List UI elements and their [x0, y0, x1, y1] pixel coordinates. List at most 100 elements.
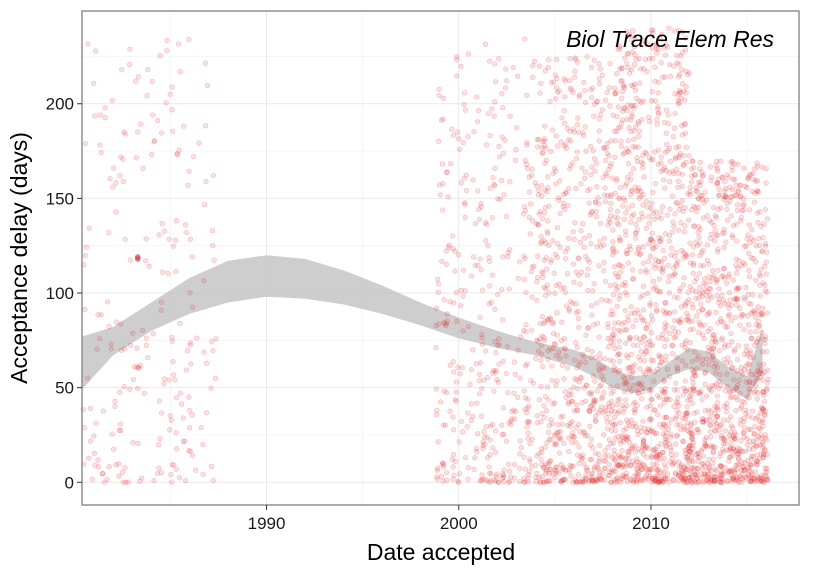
- data-point: [628, 375, 634, 381]
- data-point: [568, 473, 574, 479]
- data-point: [541, 136, 547, 142]
- data-point: [619, 321, 625, 327]
- data-point: [640, 389, 646, 395]
- data-point: [181, 123, 187, 129]
- data-point: [576, 379, 582, 385]
- data-point: [479, 385, 485, 392]
- data-point: [706, 311, 712, 317]
- data-point: [496, 56, 502, 62]
- data-point: [691, 165, 697, 171]
- data-point: [700, 247, 706, 254]
- data-point: [683, 450, 689, 457]
- data-point: [671, 403, 677, 410]
- data-point: [545, 463, 551, 469]
- data-point: [679, 476, 685, 482]
- data-point: [612, 138, 619, 144]
- data-point: [572, 477, 578, 483]
- data-point: [743, 343, 750, 349]
- data-point: [670, 219, 676, 225]
- data-point: [133, 78, 139, 84]
- data-point: [137, 362, 144, 369]
- data-point: [499, 287, 505, 293]
- data-point: [561, 143, 567, 149]
- data-point: [584, 467, 590, 474]
- data-point: [695, 179, 702, 186]
- data-point: [645, 258, 651, 265]
- data-point: [168, 417, 174, 423]
- data-point: [558, 337, 564, 344]
- data-point: [596, 442, 603, 449]
- data-point: [702, 381, 708, 388]
- data-point: [597, 475, 604, 481]
- data-point: [493, 367, 499, 374]
- data-point: [700, 419, 706, 426]
- data-point: [737, 182, 743, 189]
- data-point: [615, 284, 621, 290]
- data-point: [721, 320, 727, 326]
- data-point: [733, 192, 739, 199]
- data-point: [700, 479, 706, 485]
- data-point: [639, 210, 645, 216]
- data-point: [453, 389, 459, 395]
- data-point: [646, 213, 652, 220]
- data-point: [656, 422, 663, 428]
- data-point: [471, 466, 477, 473]
- data-point: [615, 215, 621, 221]
- data-point: [505, 461, 512, 467]
- data-point: [492, 183, 498, 189]
- data-point: [568, 298, 574, 305]
- data-point: [657, 452, 663, 458]
- data-point: [638, 268, 644, 274]
- y-tick-label: 200: [46, 95, 74, 114]
- data-point: [696, 455, 702, 461]
- data-point: [548, 259, 554, 265]
- data-point: [578, 375, 584, 381]
- data-point: [438, 473, 445, 480]
- data-point: [730, 377, 737, 383]
- data-point: [460, 139, 466, 146]
- data-point: [594, 320, 601, 327]
- data-point: [722, 440, 728, 447]
- data-point: [95, 463, 102, 470]
- data-point: [537, 321, 543, 327]
- data-point: [757, 273, 764, 279]
- data-point: [663, 439, 669, 445]
- data-point: [680, 415, 686, 421]
- data-point: [682, 223, 688, 229]
- data-point: [747, 438, 753, 444]
- data-point: [697, 182, 703, 188]
- data-point: [700, 215, 707, 221]
- data-point: [653, 461, 660, 468]
- data-point: [471, 129, 477, 135]
- data-point: [560, 413, 566, 419]
- data-point: [584, 346, 591, 353]
- data-point: [626, 422, 632, 429]
- data-point: [457, 146, 463, 152]
- data-point: [675, 91, 681, 98]
- data-point: [758, 370, 764, 377]
- data-point: [482, 348, 489, 354]
- data-point: [665, 44, 671, 50]
- data-point: [628, 477, 635, 484]
- data-point: [647, 415, 654, 422]
- data-point: [625, 65, 631, 71]
- data-point: [627, 335, 633, 341]
- data-point: [612, 367, 619, 373]
- data-point: [586, 479, 593, 485]
- data-point: [609, 455, 616, 461]
- data-point: [640, 307, 647, 313]
- data-point: [558, 414, 564, 420]
- data-point: [542, 187, 548, 193]
- data-point: [117, 172, 123, 179]
- data-point: [610, 292, 617, 298]
- data-point: [615, 433, 621, 440]
- data-point: [599, 72, 605, 78]
- data-point: [695, 242, 701, 249]
- data-point: [729, 186, 736, 193]
- data-point: [545, 316, 551, 323]
- data-point: [751, 431, 757, 437]
- data-point: [462, 107, 469, 113]
- data-point: [573, 402, 580, 408]
- data-point: [546, 478, 552, 484]
- data-point: [493, 473, 500, 480]
